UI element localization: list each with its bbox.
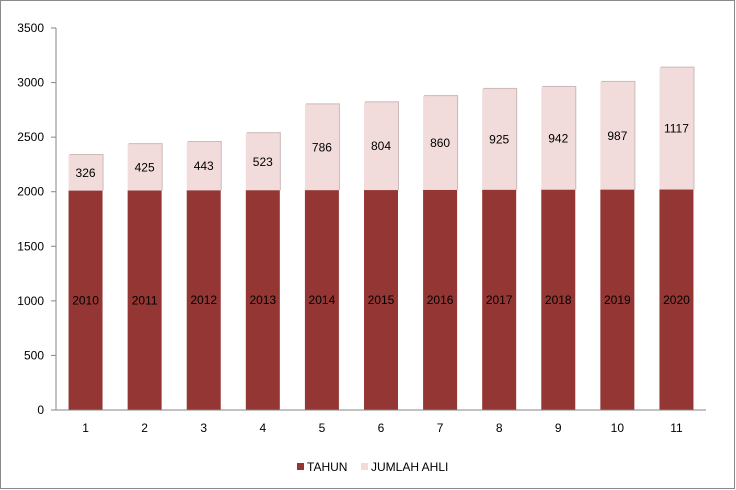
bar-jumlah-ahli — [600, 81, 635, 190]
x-tick-label: 9 — [555, 421, 562, 435]
x-tick-label: 5 — [319, 421, 326, 435]
data-label-jumlah-ahli: 987 — [607, 129, 627, 143]
data-label-jumlah-ahli: 425 — [135, 160, 155, 174]
bar-tahun — [304, 190, 339, 410]
data-label-jumlah-ahli: 925 — [489, 132, 509, 146]
x-tick-label: 2 — [141, 421, 148, 435]
y-tick-label: 3000 — [17, 76, 44, 90]
bar-tahun — [127, 190, 162, 410]
data-label-jumlah-ahli: 1117 — [664, 122, 689, 136]
data-label-tahun: 2011 — [132, 293, 158, 307]
bar-jumlah-ahli — [541, 86, 576, 190]
data-label-tahun: 2017 — [486, 293, 513, 307]
data-label-tahun: 2010 — [72, 293, 99, 307]
legend: TAHUN JUMLAH AHLI — [297, 460, 448, 474]
x-tick-label: 6 — [378, 421, 385, 435]
y-tick-label: 500 — [24, 348, 44, 362]
data-label-jumlah-ahli: 860 — [430, 136, 450, 150]
y-tick-label: 1500 — [17, 239, 44, 253]
legend-swatch-jumlah-ahli — [361, 463, 368, 470]
legend-swatch-tahun — [297, 463, 304, 470]
bar-tahun — [600, 189, 635, 410]
bar-jumlah-ahli — [304, 104, 339, 191]
legend-label-tahun: TAHUN — [307, 460, 347, 474]
data-label-tahun: 2012 — [190, 293, 217, 307]
data-label-jumlah-ahli: 326 — [76, 166, 96, 180]
x-tick-label: 7 — [437, 421, 444, 435]
x-tick-label: 4 — [259, 421, 266, 435]
bar-tahun — [482, 189, 517, 410]
bar-tahun — [541, 189, 576, 410]
y-tick-label: 3500 — [17, 21, 44, 35]
y-tick-label: 2000 — [17, 185, 44, 199]
y-tick-label: 2500 — [17, 130, 44, 144]
bar-jumlah-ahli — [186, 142, 221, 191]
data-label-tahun: 2016 — [427, 293, 454, 307]
y-tick-label: 1000 — [17, 294, 44, 308]
bar-jumlah-ahli — [364, 102, 398, 191]
x-tick-label: 11 — [670, 421, 683, 435]
legend-label-jumlah-ahli: JUMLAH AHLI — [371, 460, 448, 474]
bar-tahun — [423, 189, 458, 410]
x-tick-label: 1 — [82, 421, 89, 435]
bar-tahun — [245, 190, 280, 410]
bar-jumlah-ahli — [127, 144, 162, 191]
bar-jumlah-ahli — [68, 155, 103, 191]
data-label-tahun: 2013 — [249, 293, 276, 307]
bar-jumlah-ahli — [659, 67, 694, 190]
bars — [68, 66, 695, 410]
bar-tahun — [186, 190, 221, 410]
data-label-tahun: 2015 — [368, 293, 395, 307]
y-tick-label: 0 — [37, 403, 44, 417]
x-axis-ticks: 1 2 3 4 5 6 7 8 9 10 11 — [82, 421, 683, 435]
x-tick-label: 3 — [200, 421, 207, 435]
data-label-jumlah-ahli: 443 — [194, 159, 214, 173]
data-label-jumlah-ahli: 523 — [253, 155, 273, 169]
data-labels: 2010 326 2011 425 2012 443 2013 523 2014 786 2015 8… — [72, 122, 690, 308]
bar-jumlah-ahli — [482, 88, 517, 190]
bar-jumlah-ahli — [423, 96, 458, 190]
bar-tahun — [659, 189, 694, 410]
data-label-jumlah-ahli: 942 — [548, 131, 568, 145]
bar-jumlah-ahli — [245, 133, 280, 191]
data-label-tahun: 2014 — [309, 293, 336, 307]
bar-tahun — [364, 190, 398, 410]
data-label-jumlah-ahli: 804 — [371, 139, 391, 153]
x-tick-label: 10 — [611, 421, 625, 435]
x-tick-label: 8 — [496, 421, 503, 435]
data-label-tahun: 2018 — [545, 293, 572, 307]
data-label-jumlah-ahli: 786 — [312, 140, 332, 154]
bar-tahun — [68, 190, 103, 410]
y-axis-ticks: 0 500 1000 1500 2000 2500 3000 3500 — [17, 21, 56, 417]
data-label-tahun: 2019 — [604, 293, 631, 307]
data-label-tahun: 2020 — [663, 293, 690, 307]
